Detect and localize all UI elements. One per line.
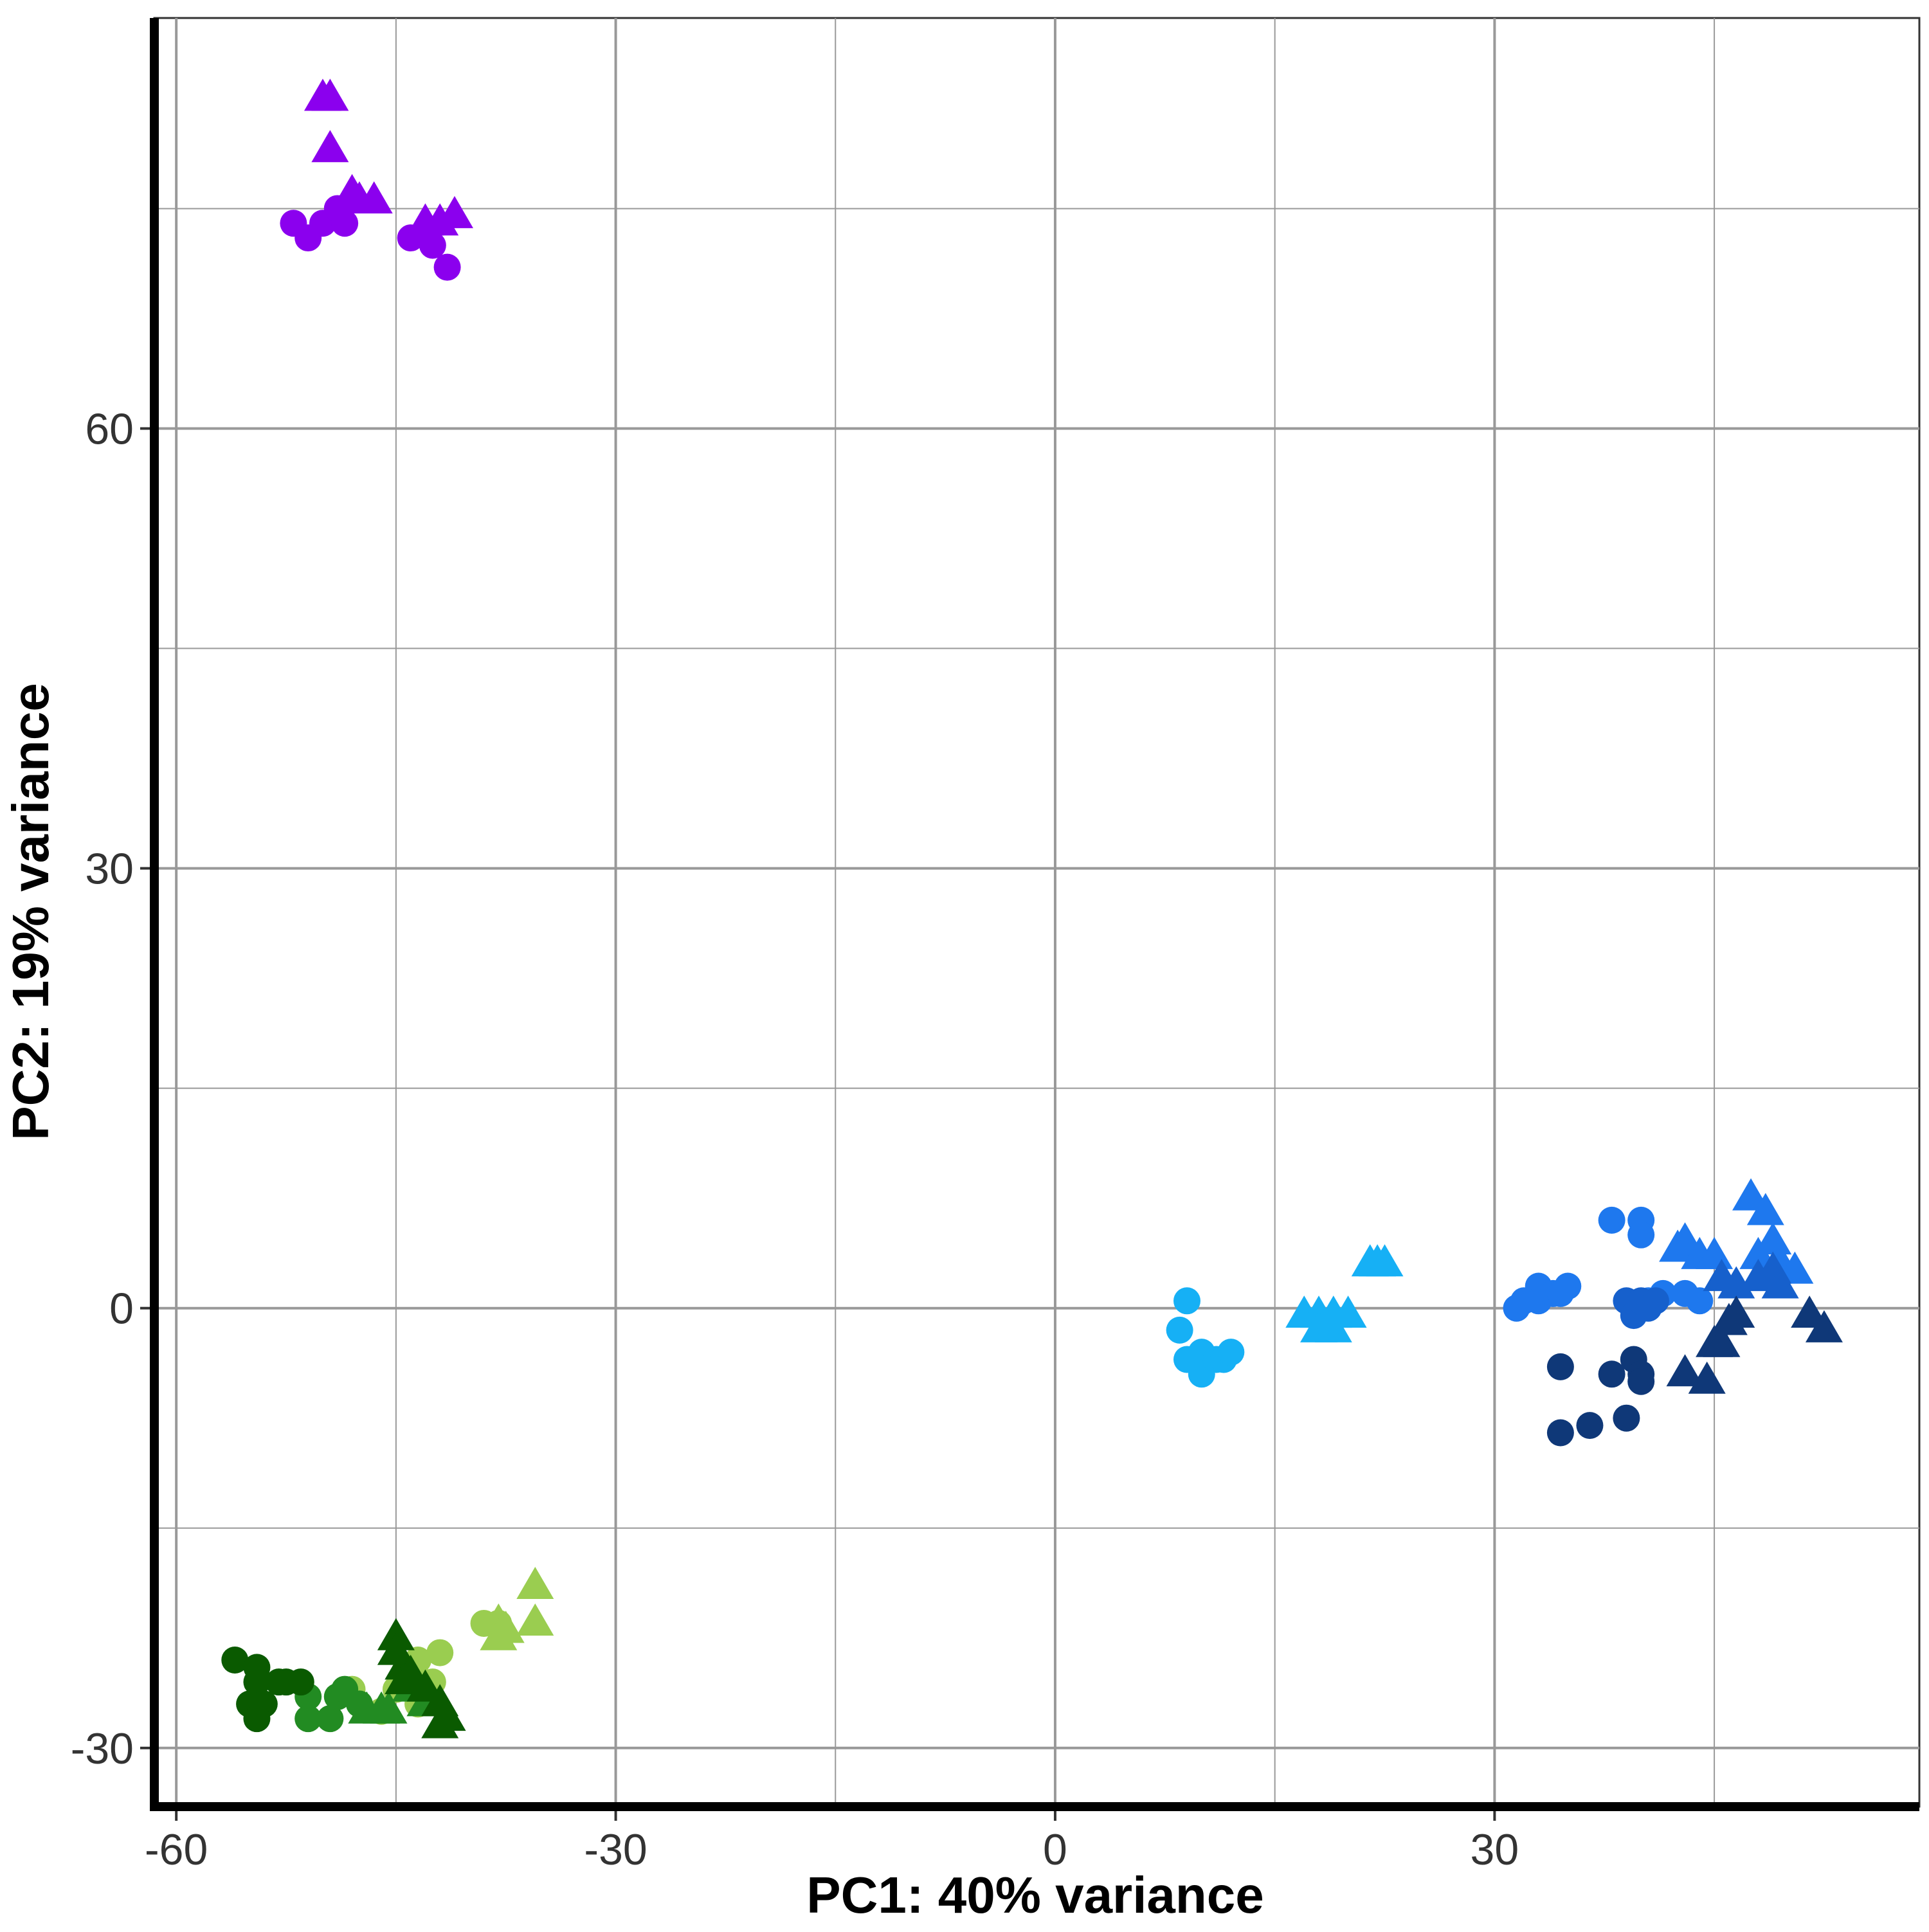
data-point-triangle (1366, 1244, 1404, 1277)
data-point-triangle (1666, 1354, 1704, 1387)
data-point-triangle (311, 130, 349, 163)
data-point-triangle (487, 1611, 525, 1643)
data-point-triangle (516, 1566, 554, 1599)
data-point-triangle (1703, 1324, 1741, 1357)
data-point-circle (287, 1668, 314, 1696)
data-point-circle (1613, 1404, 1640, 1432)
data-point-circle (1173, 1287, 1200, 1315)
data-point-circle (316, 1705, 344, 1733)
data-point-circle (426, 1639, 454, 1666)
data-point-circle (1546, 1419, 1574, 1447)
data-point-circle (221, 1646, 249, 1674)
x-tick-label: 30 (1471, 1825, 1519, 1874)
data-point-circle (294, 1705, 322, 1733)
y-tick-label: -30 (71, 1724, 134, 1773)
data-point-triangle (1746, 1193, 1784, 1225)
data-point-circle (1598, 1206, 1626, 1234)
y-axis-title: PC2: 19% variance (2, 683, 59, 1141)
data-point-triangle (1696, 1236, 1734, 1269)
data-point-triangle (1688, 1361, 1726, 1394)
data-point-circle (243, 1668, 271, 1696)
data-point-triangle (516, 1603, 554, 1636)
axes-layer (140, 18, 1919, 1821)
data-point-circle (1598, 1360, 1626, 1388)
data-point-triangle (1761, 1266, 1799, 1299)
data-point-triangle (1329, 1296, 1367, 1328)
y-tick-label: 60 (85, 404, 134, 453)
data-point-triangle (355, 181, 393, 214)
data-point-circle (433, 253, 461, 281)
x-axis-title: PC1: 40% variance (806, 1866, 1264, 1924)
data-point-triangle (311, 78, 349, 111)
data-point-triangle (1805, 1310, 1843, 1342)
data-point-circle (1627, 1368, 1655, 1395)
data-point-triangle (1717, 1296, 1755, 1328)
labels-layer: PC1: 40% variance PC2: 19% variance -60 -… (2, 404, 1519, 1924)
data-point-circle (1217, 1339, 1245, 1366)
data-point-circle (419, 231, 446, 259)
data-point-triangle (1754, 1222, 1792, 1255)
grid-layer (153, 17, 1921, 1808)
data-point-circle (1546, 1353, 1574, 1380)
data-point-circle (331, 210, 359, 237)
y-tick-label: 0 (109, 1285, 134, 1333)
data-point-triangle (435, 195, 473, 228)
panel-border (153, 17, 1921, 1808)
data-point-circle (1554, 1272, 1582, 1300)
x-tick-label: -30 (584, 1825, 647, 1874)
data-point-circle (1576, 1412, 1604, 1440)
x-tick-label: 0 (1043, 1825, 1067, 1874)
y-tick-label: 30 (85, 845, 134, 894)
data-point-circle (1686, 1287, 1714, 1315)
points-layer (221, 78, 1843, 1738)
data-point-circle (243, 1705, 271, 1733)
data-point-circle (1627, 1221, 1655, 1249)
data-point-circle (1642, 1287, 1669, 1315)
x-tick-label: -60 (145, 1825, 208, 1874)
data-point-circle (1166, 1316, 1193, 1344)
data-point-triangle (421, 1706, 459, 1738)
data-point-triangle (370, 1691, 408, 1724)
